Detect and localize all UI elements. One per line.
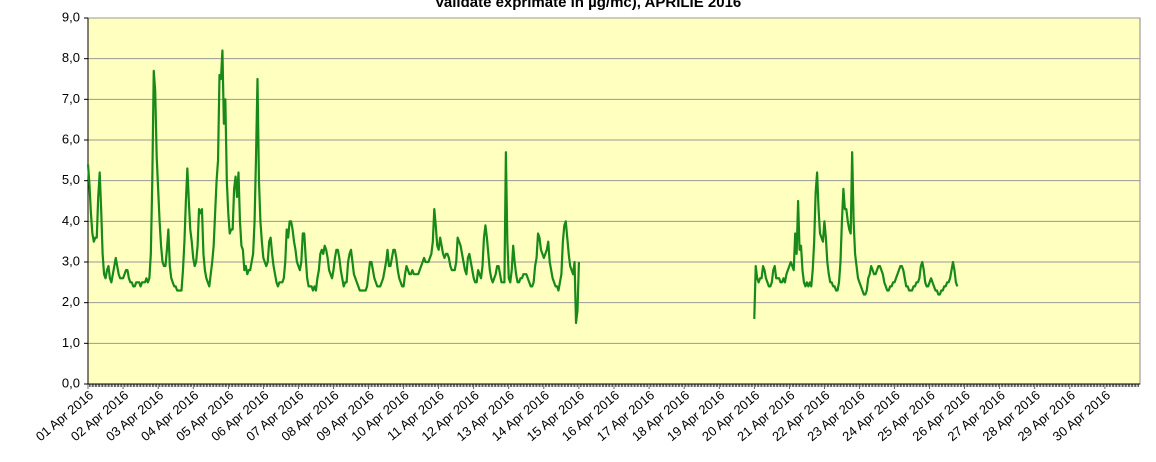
- y-tick-label: 9,0: [62, 9, 80, 24]
- data-line: [86, 49, 959, 325]
- y-tick-label: 0,0: [62, 375, 80, 390]
- y-tick-label: 5,0: [62, 172, 80, 187]
- y-tick-label: 1,0: [62, 335, 80, 350]
- y-tick-label: 7,0: [62, 91, 80, 106]
- y-tick-label: 4,0: [62, 213, 80, 228]
- y-tick-label: 2,0: [62, 294, 80, 309]
- y-tick-label: 3,0: [62, 253, 80, 268]
- plot-area: [87, 17, 1141, 385]
- y-tick-label: 8,0: [62, 50, 80, 65]
- y-tick-label: 6,0: [62, 131, 80, 146]
- chart-title: Validate exprimate in µg/mc), APRILIE 20…: [435, 0, 742, 11]
